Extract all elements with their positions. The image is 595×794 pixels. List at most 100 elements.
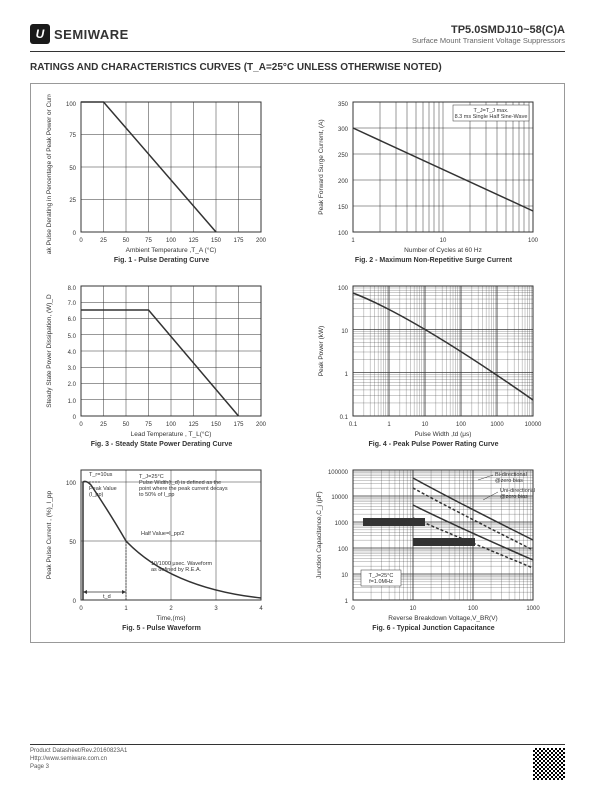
page-header: U SEMIWARE TP5.0SMDJ10~58(C)A Surface Mo… (30, 24, 565, 52)
svg-text:Number of Cycles at 60 Hz: Number of Cycles at 60 Hz (404, 247, 482, 254)
page-footer: Product Datasheet/Rev.20160823A1 Http://… (30, 744, 565, 780)
fig5-caption: Fig. 5 - Pulse Waveform (122, 625, 201, 632)
charts-grid: 0255075100 0255075100125150175200 Ambien… (30, 83, 565, 643)
fig3-chart: 01.02.03.04.05.06.07.08.0 02550751001251… (39, 278, 284, 438)
fig6-cell: Uni-directional@V_nom Bi-directional@V_n… (311, 462, 556, 632)
svg-text:4.0: 4.0 (68, 350, 77, 356)
svg-text:150: 150 (338, 205, 349, 211)
svg-text:Peak Forward Surge Current, (A: Peak Forward Surge Current, (A) (318, 119, 325, 214)
svg-text:Ambient Temperature ,T_A (°C): Ambient Temperature ,T_A (°C) (126, 246, 217, 254)
svg-text:150: 150 (211, 422, 222, 428)
svg-text:10: 10 (440, 238, 447, 244)
svg-text:8.0: 8.0 (68, 286, 77, 292)
brand-name: SEMIWARE (54, 27, 129, 42)
fig2-caption: Fig. 2 - Maximum Non-Repetitive Surge Cu… (355, 257, 512, 264)
brand-logo: U SEMIWARE (30, 24, 129, 44)
svg-text:125: 125 (188, 238, 199, 244)
svg-text:0: 0 (73, 415, 77, 421)
fig4-cell: 0.1110100 0.1110100100010000 Pulse Width… (311, 278, 556, 448)
svg-text:4: 4 (259, 606, 263, 612)
svg-text:t_d: t_d (103, 594, 111, 600)
chart-row-3: T_r=10us Peak Value(I_pp) T_J=25°C Pulse… (39, 462, 556, 632)
svg-text:7.0: 7.0 (68, 301, 77, 307)
svg-text:8.3 ms Single Half Sine-Wave: 8.3 ms Single Half Sine-Wave (455, 114, 528, 120)
svg-text:100: 100 (338, 547, 349, 553)
part-number: TP5.0SMDJ10~58(C)A (412, 24, 565, 36)
datasheet-page: U SEMIWARE TP5.0SMDJ10~58(C)A Surface Mo… (0, 0, 595, 794)
svg-text:1000: 1000 (490, 422, 504, 428)
svg-text:100: 100 (338, 286, 349, 292)
qr-code-icon (533, 748, 565, 780)
footer-line3: Page 3 (30, 764, 127, 772)
fig4-caption: Fig. 4 - Peak Pulse Power Rating Curve (369, 441, 499, 448)
part-info: TP5.0SMDJ10~58(C)A Surface Mount Transie… (412, 24, 565, 45)
fig1-cell: 0255075100 0255075100125150175200 Ambien… (39, 94, 284, 264)
svg-text:75: 75 (145, 238, 152, 244)
svg-text:0: 0 (351, 606, 355, 612)
fig3-cell: 01.02.03.04.05.06.07.08.0 02550751001251… (39, 278, 284, 448)
svg-text:1: 1 (345, 372, 349, 378)
svg-text:1: 1 (124, 606, 128, 612)
svg-text:0: 0 (79, 422, 83, 428)
svg-text:0.1: 0.1 (340, 415, 349, 421)
svg-text:100: 100 (166, 422, 177, 428)
footer-text: Product Datasheet/Rev.20160823A1 Http://… (30, 748, 127, 771)
svg-text:as defined by R.E.A.: as defined by R.E.A. (151, 567, 202, 573)
svg-text:150: 150 (211, 238, 222, 244)
svg-text:10000: 10000 (525, 422, 542, 428)
fig2-cell: T_J=T_J max. 8.3 ms Single Half Sine-Wav… (311, 94, 556, 264)
svg-text:10: 10 (341, 329, 348, 335)
svg-text:100: 100 (468, 606, 479, 612)
fig3-caption: Fig. 3 - Steady State Power Derating Cur… (91, 441, 233, 448)
svg-text:1000: 1000 (526, 606, 540, 612)
svg-text:175: 175 (233, 238, 244, 244)
svg-text:125: 125 (188, 422, 199, 428)
svg-text:175: 175 (233, 422, 244, 428)
svg-text:200: 200 (256, 238, 267, 244)
svg-text:100: 100 (528, 238, 539, 244)
svg-text:50: 50 (123, 422, 130, 428)
svg-text:0: 0 (79, 238, 83, 244)
fig1-chart: 0255075100 0255075100125150175200 Ambien… (39, 94, 284, 254)
svg-text:Uni-directional@V_nom: Uni-directional@V_nom (365, 520, 424, 526)
footer-line1: Product Datasheet/Rev.20160823A1 (30, 748, 127, 756)
svg-text:Junction Capacitance,C_j (pF): Junction Capacitance,C_j (pF) (316, 491, 323, 578)
svg-text:0: 0 (79, 606, 83, 612)
logo-icon: U (30, 24, 50, 44)
chart-row-2: 01.02.03.04.05.06.07.08.0 02550751001251… (39, 278, 556, 448)
svg-text:50: 50 (69, 166, 76, 172)
svg-text:25: 25 (100, 422, 107, 428)
chart-row-1: 0255075100 0255075100125150175200 Ambien… (39, 94, 556, 264)
svg-text:75: 75 (69, 133, 76, 139)
svg-text:100: 100 (338, 231, 349, 237)
svg-text:Half Value=I_pp/2: Half Value=I_pp/2 (141, 531, 184, 537)
svg-text:5.0: 5.0 (68, 334, 77, 340)
svg-text:50: 50 (69, 540, 76, 546)
svg-text:Steady State Power Dissipation: Steady State Power Dissipation, (W)_D (46, 294, 53, 408)
svg-text:10: 10 (410, 606, 417, 612)
svg-text:300: 300 (338, 127, 349, 133)
svg-text:10: 10 (422, 422, 429, 428)
svg-text:0.1: 0.1 (349, 422, 358, 428)
svg-text:3.0: 3.0 (68, 366, 77, 372)
svg-text:Lead Temperature , T_L(°C): Lead Temperature , T_L(°C) (131, 430, 212, 438)
svg-text:T_r=10us: T_r=10us (89, 472, 113, 478)
fig1-caption: Fig. 1 - Pulse Derating Curve (114, 257, 209, 264)
svg-text:10: 10 (341, 573, 348, 579)
svg-text:100000: 100000 (328, 470, 349, 476)
fig4-chart: 0.1110100 0.1110100100010000 Pulse Width… (311, 278, 556, 438)
svg-text:25: 25 (69, 198, 76, 204)
svg-text:75: 75 (145, 422, 152, 428)
svg-text:2.0: 2.0 (68, 382, 77, 388)
svg-text:1: 1 (387, 422, 391, 428)
svg-text:Peak Pulse Current , (%)_I_pp: Peak Pulse Current , (%)_I_pp (46, 491, 53, 580)
svg-text:0: 0 (73, 231, 77, 237)
svg-text:Time,(ms): Time,(ms) (156, 615, 185, 622)
svg-text:Bi-directional@V_nom: Bi-directional@V_nom (417, 540, 472, 546)
part-description: Surface Mount Transient Voltage Suppress… (412, 36, 565, 45)
svg-text:Pulse Width ,td (μs): Pulse Width ,td (μs) (415, 431, 472, 438)
svg-text:Peak Power (kW): Peak Power (kW) (318, 326, 325, 377)
svg-text:1.0: 1.0 (68, 399, 77, 405)
svg-text:200: 200 (338, 179, 349, 185)
svg-text:100: 100 (66, 102, 77, 108)
